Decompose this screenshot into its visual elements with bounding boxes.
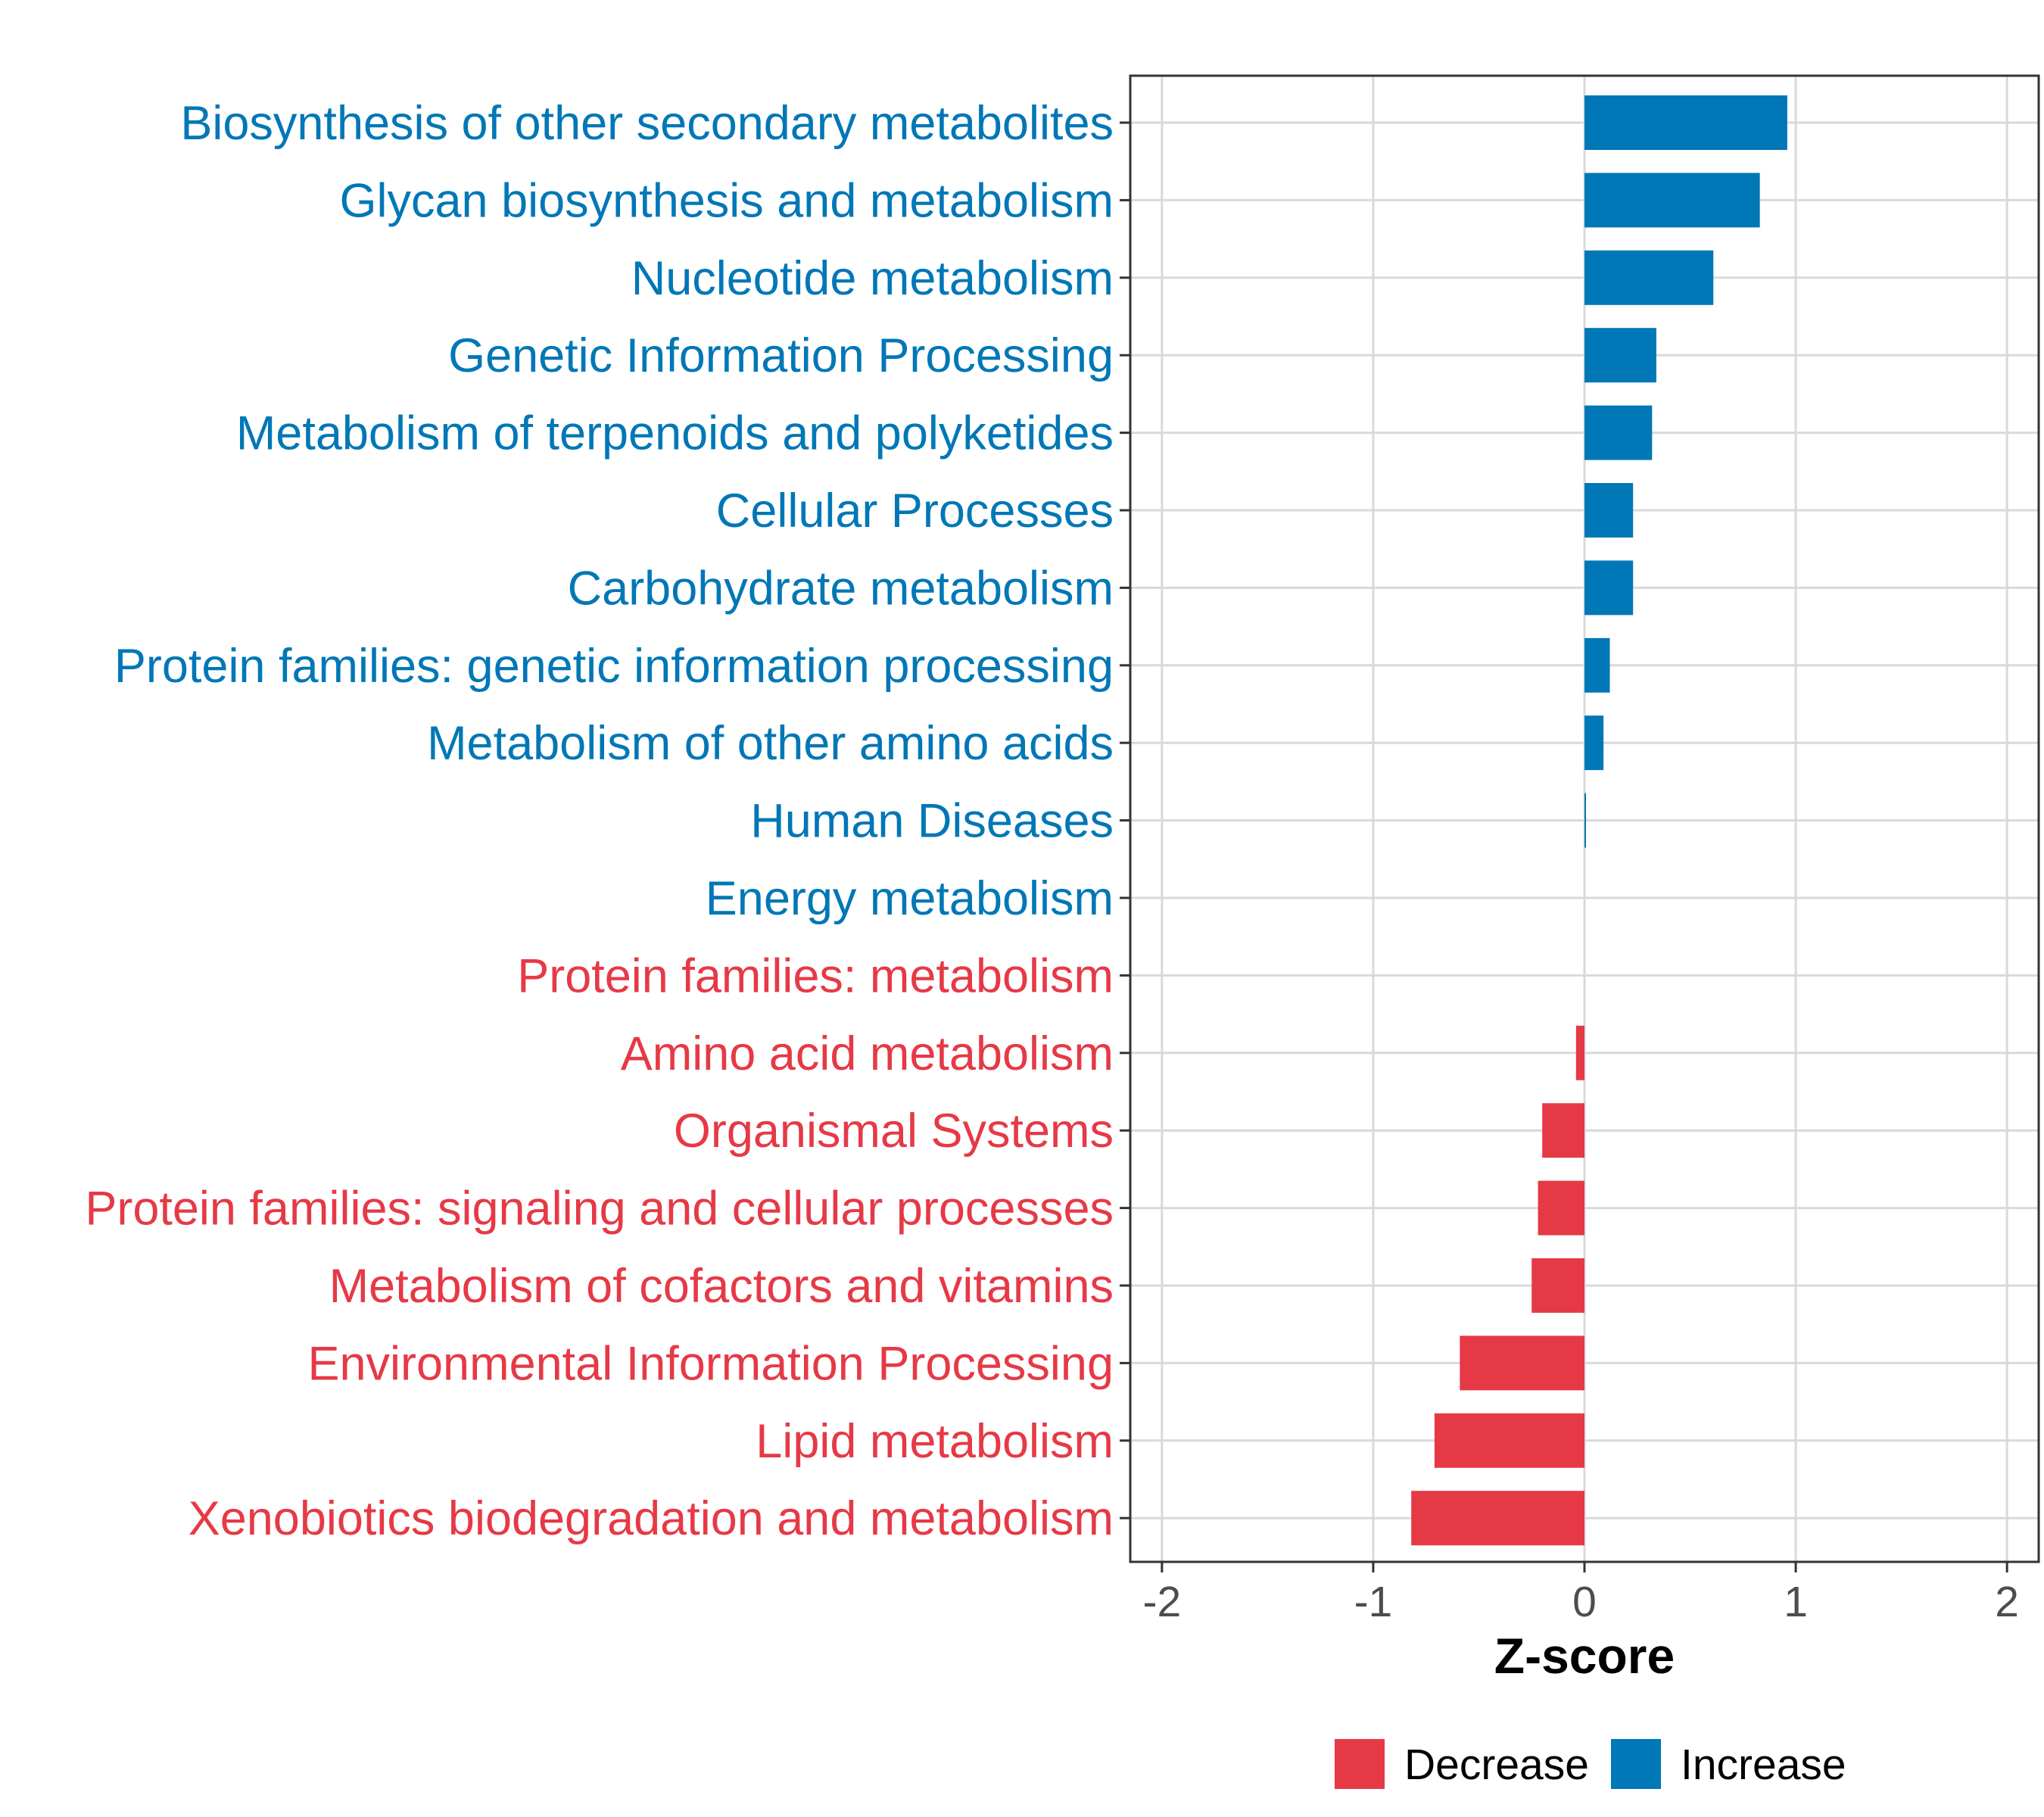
x-axis-title: Z-score bbox=[1494, 1628, 1675, 1684]
y-tick-label-11: Protein families: metabolism bbox=[517, 949, 1114, 1002]
bars bbox=[1411, 95, 1787, 1546]
bar-0 bbox=[1584, 95, 1787, 150]
legend: Decrease Increase bbox=[1335, 1739, 1846, 1789]
bar-18 bbox=[1411, 1491, 1584, 1546]
bar-9 bbox=[1584, 793, 1586, 848]
y-tick-label-9: Human Diseases bbox=[750, 795, 1114, 848]
y-tick-label-18: Xenobiotics biodegradation and metabolis… bbox=[189, 1492, 1114, 1545]
y-tick-label-4: Metabolism of terpenoids and polyketides bbox=[236, 407, 1114, 460]
bar-5 bbox=[1584, 483, 1634, 538]
legend-swatch-decrease bbox=[1335, 1739, 1385, 1789]
bar-2 bbox=[1584, 250, 1714, 305]
x-axis: -2 -1 0 1 2 bbox=[1143, 1562, 2019, 1626]
bar-12 bbox=[1575, 1025, 1584, 1080]
y-tick-label-6: Carbohydrate metabolism bbox=[568, 562, 1114, 615]
legend-label-decrease: Decrease bbox=[1404, 1741, 1589, 1789]
bar-8 bbox=[1584, 715, 1604, 771]
y-tick-label-17: Lipid metabolism bbox=[756, 1415, 1114, 1468]
y-tick-label-7: Protein families: genetic information pr… bbox=[114, 640, 1114, 693]
y-tick-label-12: Amino acid metabolism bbox=[621, 1027, 1114, 1080]
y-tick-label-1: Glycan biosynthesis and metabolism bbox=[340, 174, 1114, 227]
y-tick-label-15: Metabolism of cofactors and vitamins bbox=[329, 1260, 1114, 1313]
y-tick-label-3: Genetic Information Processing bbox=[448, 329, 1114, 382]
y-tick-label-5: Cellular Processes bbox=[716, 485, 1114, 538]
y-axis: Biosynthesis of other secondary metaboli… bbox=[85, 97, 1130, 1545]
x-tick-label-0: -2 bbox=[1143, 1578, 1182, 1626]
bar-1 bbox=[1584, 173, 1760, 228]
y-tick-label-16: Environmental Information Processing bbox=[307, 1337, 1114, 1390]
bar-13 bbox=[1542, 1103, 1584, 1158]
bar-4 bbox=[1584, 405, 1653, 460]
bar-14 bbox=[1538, 1180, 1584, 1236]
bar-17 bbox=[1434, 1413, 1584, 1468]
bar-16 bbox=[1460, 1335, 1584, 1391]
y-tick-label-14: Protein families: signaling and cellular… bbox=[85, 1183, 1114, 1236]
y-tick-label-2: Nucleotide metabolism bbox=[631, 252, 1114, 305]
bar-3 bbox=[1584, 328, 1656, 383]
legend-swatch-increase bbox=[1611, 1739, 1661, 1789]
bar-6 bbox=[1584, 560, 1634, 616]
x-tick-label-1: -1 bbox=[1354, 1578, 1393, 1626]
y-tick-label-13: Organismal Systems bbox=[674, 1105, 1114, 1158]
x-tick-label-4: 2 bbox=[1995, 1578, 2019, 1626]
y-tick-label-0: Biosynthesis of other secondary metaboli… bbox=[180, 97, 1114, 150]
x-tick-label-3: 1 bbox=[1784, 1578, 1808, 1626]
y-tick-label-10: Energy metabolism bbox=[706, 872, 1114, 925]
y-tick-label-8: Metabolism of other amino acids bbox=[427, 717, 1114, 770]
bar-7 bbox=[1584, 637, 1610, 693]
bar-15 bbox=[1531, 1258, 1584, 1313]
legend-label-increase: Increase bbox=[1681, 1741, 1846, 1789]
x-tick-label-2: 0 bbox=[1572, 1578, 1597, 1626]
